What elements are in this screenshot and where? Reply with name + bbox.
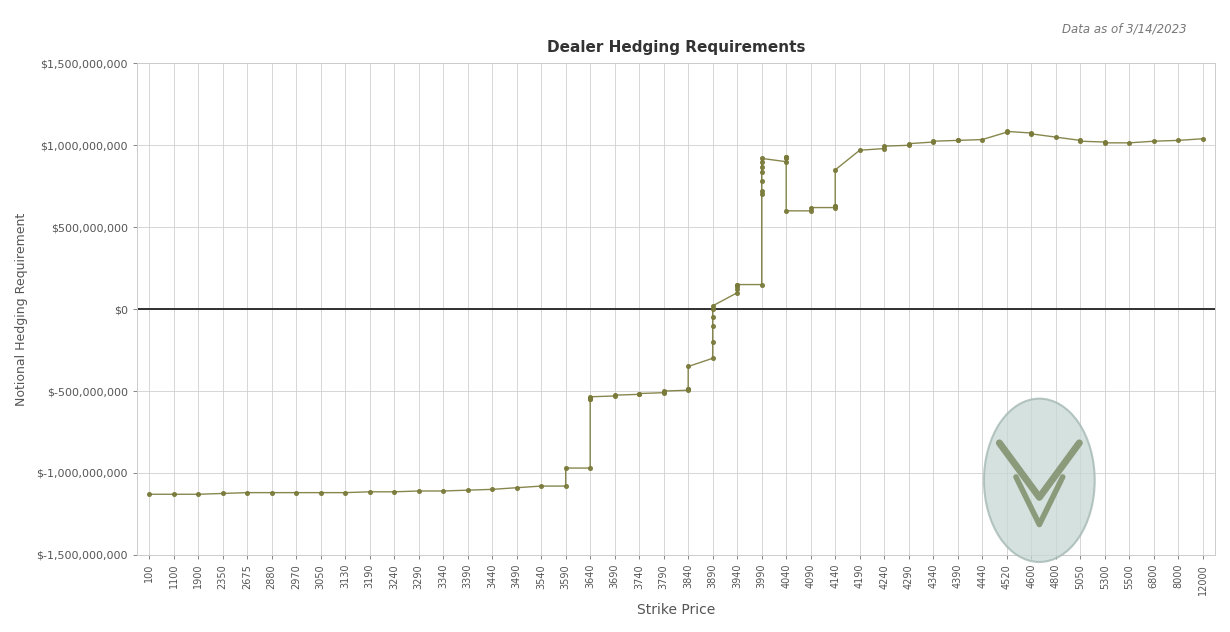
Point [801, 206, 820, 216]
Point [973, 135, 993, 145]
Point [727, 288, 747, 298]
Point [164, 489, 183, 499]
Point [702, 353, 722, 363]
Point [1021, 129, 1041, 139]
Point [360, 487, 380, 497]
Point [752, 154, 771, 164]
Point [581, 392, 600, 402]
Point [237, 487, 257, 497]
Point [139, 489, 159, 499]
Point [581, 394, 600, 404]
Point [384, 487, 403, 497]
Point [752, 162, 771, 172]
Point [1070, 135, 1090, 145]
Point [825, 201, 845, 211]
Point [727, 279, 747, 289]
Point [702, 312, 722, 322]
Point [605, 391, 625, 401]
Point [556, 481, 576, 491]
Point [531, 481, 551, 491]
Point [213, 489, 232, 499]
Point [825, 201, 845, 211]
Point [996, 126, 1016, 137]
Point [188, 489, 208, 499]
Point [727, 284, 747, 295]
Point [702, 320, 722, 331]
Point [702, 301, 722, 311]
Point [776, 154, 796, 164]
Point [507, 483, 526, 493]
Point [336, 487, 355, 497]
Point [727, 281, 747, 291]
Point [948, 135, 968, 145]
Point [776, 152, 796, 162]
Point [752, 166, 771, 176]
Point [556, 463, 576, 473]
Point [1168, 135, 1188, 145]
Point [752, 157, 771, 167]
Point [1119, 138, 1139, 148]
Point [1021, 128, 1041, 138]
Point [702, 304, 722, 314]
Point [1095, 137, 1114, 147]
Point [752, 190, 771, 200]
Point [1095, 138, 1114, 148]
Point [581, 392, 600, 403]
Point [433, 486, 453, 496]
Point [996, 127, 1016, 137]
Point [752, 279, 771, 289]
Point [262, 487, 282, 497]
Point [1193, 134, 1213, 144]
Point [948, 135, 968, 145]
Point [1144, 136, 1164, 146]
Point [875, 141, 894, 151]
Point [850, 145, 870, 155]
X-axis label: Strike Price: Strike Price [637, 603, 715, 617]
Text: Data as of 3/14/2023: Data as of 3/14/2023 [1063, 22, 1187, 35]
Point [752, 176, 771, 186]
Point [630, 389, 649, 399]
Point [408, 486, 428, 496]
Point [1046, 132, 1065, 142]
Point [801, 202, 820, 212]
Point [752, 186, 771, 197]
Point [654, 387, 674, 398]
Point [825, 202, 845, 212]
Point [1070, 136, 1090, 146]
Point [311, 487, 331, 497]
Point [678, 384, 697, 394]
Point [581, 394, 600, 404]
Point [678, 385, 697, 395]
Y-axis label: Notional Hedging Requirement: Notional Hedging Requirement [15, 212, 28, 406]
Point [630, 389, 649, 399]
Point [482, 484, 502, 494]
Point [899, 138, 919, 149]
Point [605, 390, 625, 400]
Point [654, 387, 674, 397]
Point [678, 362, 697, 372]
Point [899, 140, 919, 150]
Ellipse shape [984, 399, 1095, 562]
Point [924, 137, 943, 147]
Point [825, 165, 845, 175]
Point [678, 384, 697, 394]
Point [581, 463, 600, 473]
Point [776, 152, 796, 162]
Title: Dealer Hedging Requirements: Dealer Hedging Requirements [546, 40, 806, 55]
Point [727, 279, 747, 289]
Point [875, 143, 894, 154]
Point [654, 386, 674, 396]
Point [776, 206, 796, 216]
Point [924, 136, 943, 146]
Point [702, 337, 722, 347]
Point [287, 487, 306, 497]
Point [776, 157, 796, 167]
Point [458, 485, 477, 495]
